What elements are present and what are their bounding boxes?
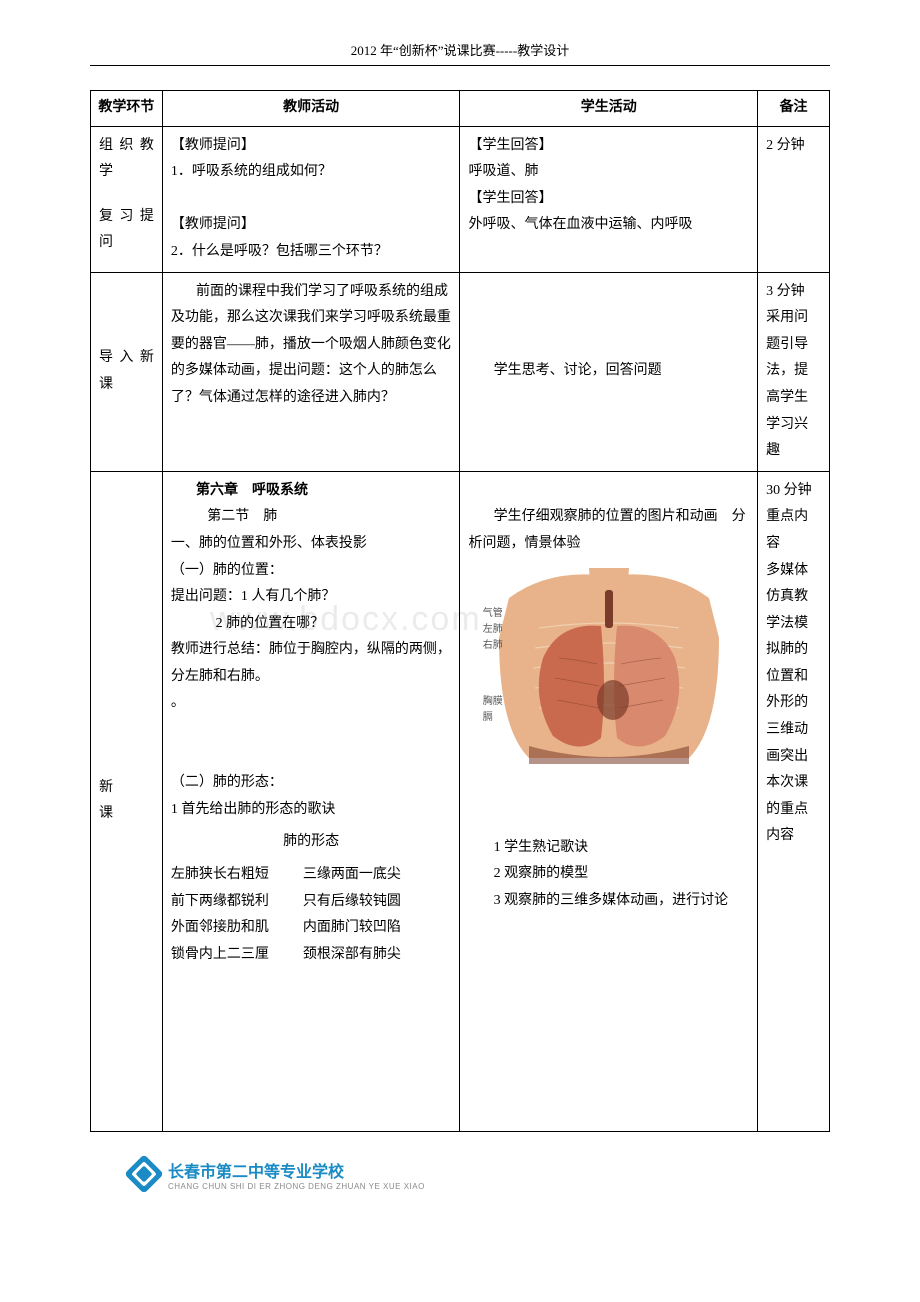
- section-title: 第二节 肺: [171, 504, 452, 531]
- teacher-label: 【教师提问】: [171, 133, 452, 160]
- teacher-q: 提出问题：1 人有几个肺？: [171, 584, 452, 611]
- note-text: 重点内容: [766, 504, 821, 557]
- phase-text: 组织教学: [99, 133, 154, 186]
- page-header: 2012 年“创新杯”说课比赛-----教学设计: [90, 40, 830, 66]
- chapter-title: 第六章 呼吸系统: [171, 478, 452, 505]
- note-text: 30 分钟: [766, 478, 821, 505]
- note-cell: 30 分钟 重点内容 多媒体仿真教学法模拟肺的位置和外形的三维动画突出本次课的重…: [758, 471, 830, 1131]
- col-teacher-header: 教师活动: [162, 91, 460, 127]
- anatomy-label: 右肺: [483, 638, 503, 654]
- student-para: 学生思考、讨论，回答问题: [468, 358, 749, 385]
- student-list-item: 3 观察肺的三维多媒体动画，进行讨论: [468, 888, 749, 915]
- subheading: （一）肺的位置：: [171, 558, 452, 585]
- table-row: 导入新课 前面的课程中我们学习了呼吸系统的组成及功能，那么这次课我们来学习呼吸系…: [91, 272, 830, 471]
- student-a: 外呼吸、气体在血液中运输、内呼吸: [468, 212, 749, 239]
- song-half: 外面邻接肋和肌: [171, 915, 269, 942]
- col-phase-header: 教学环节: [91, 91, 163, 127]
- anatomy-label: 左肺: [483, 622, 503, 638]
- teacher-para: 前面的课程中我们学习了呼吸系统的组成及功能，那么这次课我们来学习呼吸系统最重要的…: [171, 279, 452, 412]
- teacher-label: 【教师提问】: [171, 212, 452, 239]
- song-half: 只有后缘较钝圆: [303, 889, 401, 916]
- teacher-cell: 【教师提问】 1．呼吸系统的组成如何？ 【教师提问】 2．什么是呼吸？包括哪三个…: [162, 126, 460, 272]
- teacher-cell: 第六章 呼吸系统 第二节 肺 一、肺的位置和外形、体表投影 （一）肺的位置： 提…: [162, 471, 460, 1131]
- student-cell: 学生思考、讨论，回答问题: [460, 272, 758, 471]
- student-list-item: 1 学生熟记歌诀: [468, 835, 749, 862]
- phase-cell: 组织教学 复习提问: [91, 126, 163, 272]
- note-text: 2 分钟: [766, 133, 821, 160]
- phase-text: 复习提问: [99, 204, 154, 257]
- subheading: （二）肺的形态：: [171, 770, 452, 797]
- page-footer: 长春市第二中等专业学校 CHANG CHUN SHI DI ER ZHONG D…: [90, 1158, 830, 1191]
- student-obs: 学生仔细观察肺的位置的图片和动画 分析问题，情景体验: [468, 504, 749, 557]
- song-half: 颈根深部有肺尖: [303, 942, 401, 969]
- teacher-q: 2．什么是呼吸？包括哪三个环节？: [171, 239, 452, 266]
- table-row: 新 课 第六章 呼吸系统 第二节 肺 一、肺的位置和外形、体表投影 （一）肺的位…: [91, 471, 830, 1131]
- teacher-q: 2 肺的位置在哪？: [171, 611, 452, 638]
- song-half: 前下两缘都锐利: [171, 889, 269, 916]
- teacher-q: 1．呼吸系统的组成如何？: [171, 159, 452, 186]
- table-row: 组织教学 复习提问 【教师提问】 1．呼吸系统的组成如何？ 【教师提问】 2．什…: [91, 126, 830, 272]
- student-a: 呼吸道、肺: [468, 159, 749, 186]
- col-student-header: 学生活动: [460, 91, 758, 127]
- song-line: 锁骨内上二三厘 颈根深部有肺尖: [171, 942, 452, 969]
- student-list-item: 2 观察肺的模型: [468, 861, 749, 888]
- phase-text: 导入新课: [99, 345, 154, 398]
- student-label: 【学生回答】: [468, 133, 749, 160]
- school-name-en: CHANG CHUN SHI DI ER ZHONG DENG ZHUAN YE…: [168, 1182, 425, 1191]
- phase-text: 新 课: [99, 775, 154, 828]
- teacher-cell: 前面的课程中我们学习了呼吸系统的组成及功能，那么这次课我们来学习呼吸系统最重要的…: [162, 272, 460, 471]
- note-cell: 2 分钟: [758, 126, 830, 272]
- school-logo-icon: [124, 1154, 164, 1194]
- anatomy-figure: 气管 左肺 右肺 胸膜 膈: [489, 568, 729, 799]
- phase-cell: 新 课: [91, 471, 163, 1131]
- anatomy-label: 胸膜: [483, 694, 503, 710]
- note-text: 3 分钟: [766, 279, 821, 306]
- note-text: 多媒体仿真教学法模拟肺的位置和外形的三维动画突出本次课的重点内容: [766, 558, 821, 851]
- song-half: 左肺狭长右粗短: [171, 862, 269, 889]
- song-title: 肺的形态: [171, 829, 452, 856]
- note-cell: 3 分钟 采用问题引导法，提高学生学习兴趣: [758, 272, 830, 471]
- song-line: 外面邻接肋和肌 内面肺门较凹陷: [171, 915, 452, 942]
- song-line: 前下两缘都锐利 只有后缘较钝圆: [171, 889, 452, 916]
- song-half: 锁骨内上二三厘: [171, 942, 269, 969]
- song-half: 内面肺门较凹陷: [303, 915, 401, 942]
- stray-dot: 。: [171, 690, 452, 717]
- table-header-row: 教学环节 教师活动 学生活动 备注: [91, 91, 830, 127]
- heading: 一、肺的位置和外形、体表投影: [171, 531, 452, 558]
- anatomy-svg: [489, 568, 729, 788]
- song-half: 三缘两面一底尖: [303, 862, 401, 889]
- student-cell: 【学生回答】 呼吸道、肺 【学生回答】 外呼吸、气体在血液中运输、内呼吸: [460, 126, 758, 272]
- note-text: 采用问题引导法，提高学生学习兴趣: [766, 305, 821, 465]
- footer-text-block: 长春市第二中等专业学校 CHANG CHUN SHI DI ER ZHONG D…: [168, 1158, 425, 1191]
- anatomy-label: 气管: [483, 606, 503, 622]
- student-cell: 学生仔细观察肺的位置的图片和动画 分析问题，情景体验 气管 左肺 右肺 胸膜 膈: [460, 471, 758, 1131]
- anatomy-label: 膈: [483, 710, 503, 726]
- col-note-header: 备注: [758, 91, 830, 127]
- school-name-cn: 长春市第二中等专业学校: [168, 1158, 425, 1182]
- song-line: 左肺狭长右粗短 三缘两面一底尖: [171, 862, 452, 889]
- phase-cell: 导入新课: [91, 272, 163, 471]
- anatomy-labels: 气管 左肺 右肺 胸膜 膈: [483, 606, 503, 726]
- lesson-table: 教学环节 教师活动 学生活动 备注 组织教学 复习提问 【教师提问】 1．呼吸系…: [90, 90, 830, 1132]
- teacher-line: 1 首先给出肺的形态的歌诀: [171, 797, 452, 824]
- student-label: 【学生回答】: [468, 186, 749, 213]
- teacher-summary: 教师进行总结：肺位于胸腔内，纵隔的两侧，分左肺和右肺。: [171, 637, 452, 690]
